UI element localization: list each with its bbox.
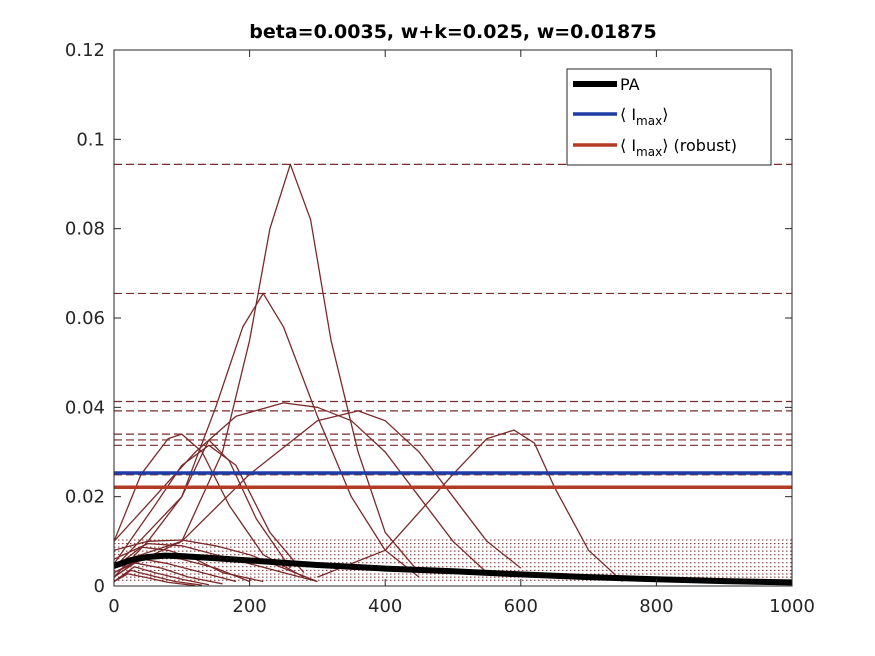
legend-label-subscript: max [636, 145, 662, 159]
series-line [114, 163, 420, 574]
series-line [114, 433, 305, 578]
series-line [114, 444, 305, 574]
x-tick-label: 600 [504, 596, 538, 617]
plot-area: 0 200 400 600 800 1000 0 0.02 0.04 0.06 0.08 0.1 0.1… [65, 40, 815, 617]
x-tick-label: 400 [368, 596, 402, 617]
y-tick-label: 0.12 [65, 40, 105, 61]
legend-label-main: ⟨ I [620, 105, 636, 124]
series-line [114, 539, 318, 583]
x-tick-label: 800 [639, 596, 673, 617]
series-line [114, 542, 318, 583]
y-tick-label: 0 [94, 576, 105, 597]
legend-label: ⟨ Imax⟩ [620, 105, 668, 128]
y-tick-label: 0.1 [76, 129, 105, 150]
series-line [114, 402, 488, 574]
x-tick-label: 0 [108, 596, 119, 617]
legend-label-subscript: max [636, 114, 662, 128]
series-line [114, 410, 522, 574]
pa-series-line [114, 552, 792, 586]
series-line [114, 292, 420, 578]
x-tick-label: 1000 [769, 596, 815, 617]
legend-label: PA [620, 75, 640, 94]
series-line [114, 562, 223, 585]
data-layer [114, 163, 792, 586]
series-line [317, 429, 623, 582]
legend: PA⟨ Imax⟩⟨ Imax⟩ (robust) [566, 68, 772, 166]
series-line [114, 569, 203, 586]
legend-label-main: ⟨ I [620, 136, 636, 155]
y-tick-label: 0.04 [65, 397, 105, 418]
chart-title: beta=0.0035, w+k=0.025, w=0.01875 [249, 21, 656, 43]
y-tick-label: 0.02 [65, 487, 105, 508]
y-tick-label: 0.08 [65, 219, 105, 240]
legend-label-suffix: ⟩ [662, 105, 668, 124]
legend-label: ⟨ Imax⟩ (robust) [620, 136, 737, 159]
series-line [114, 573, 196, 586]
y-tick-label: 0.06 [65, 308, 105, 329]
series-line [114, 566, 210, 586]
legend-label-suffix: ⟩ (robust) [662, 136, 737, 155]
x-tick-label: 200 [232, 596, 266, 617]
legend-label-main: PA [620, 75, 640, 94]
